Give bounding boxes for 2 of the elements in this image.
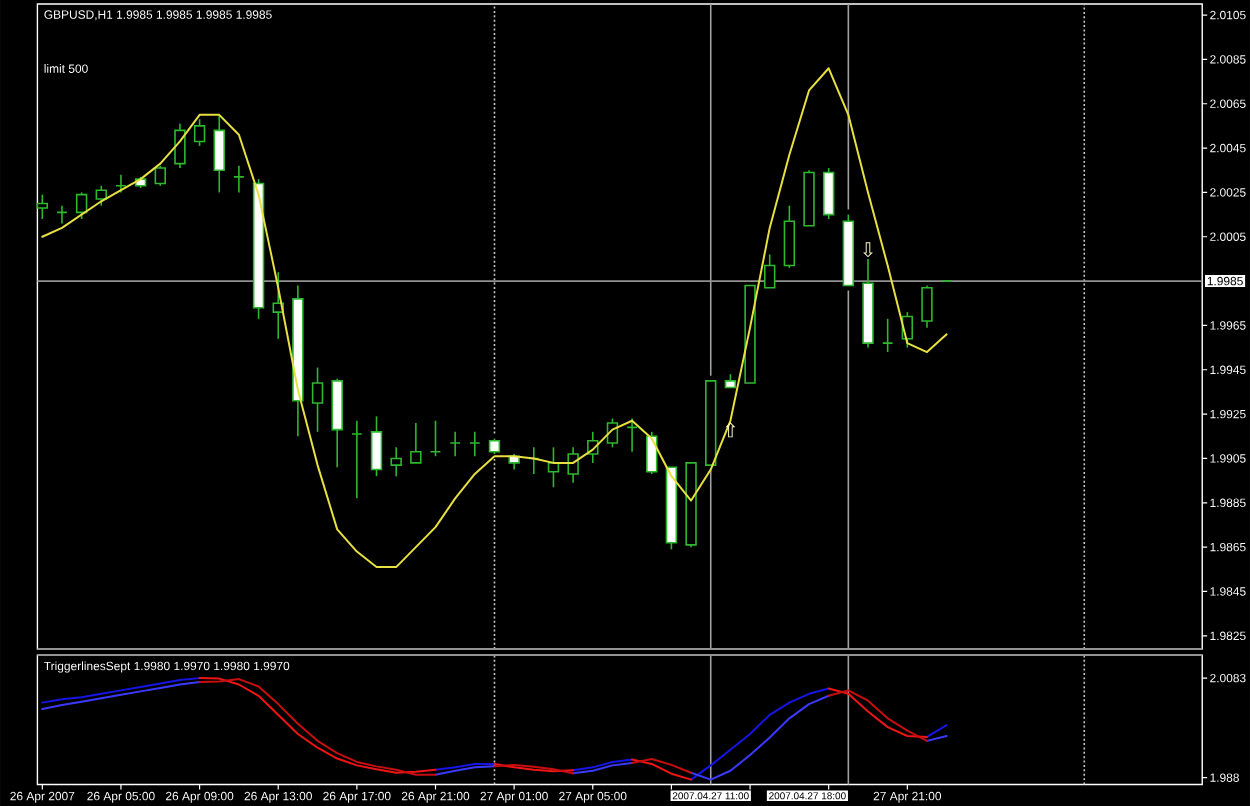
annotation: ⇩ (863, 242, 873, 258)
annotation: ⇧ (725, 422, 736, 438)
